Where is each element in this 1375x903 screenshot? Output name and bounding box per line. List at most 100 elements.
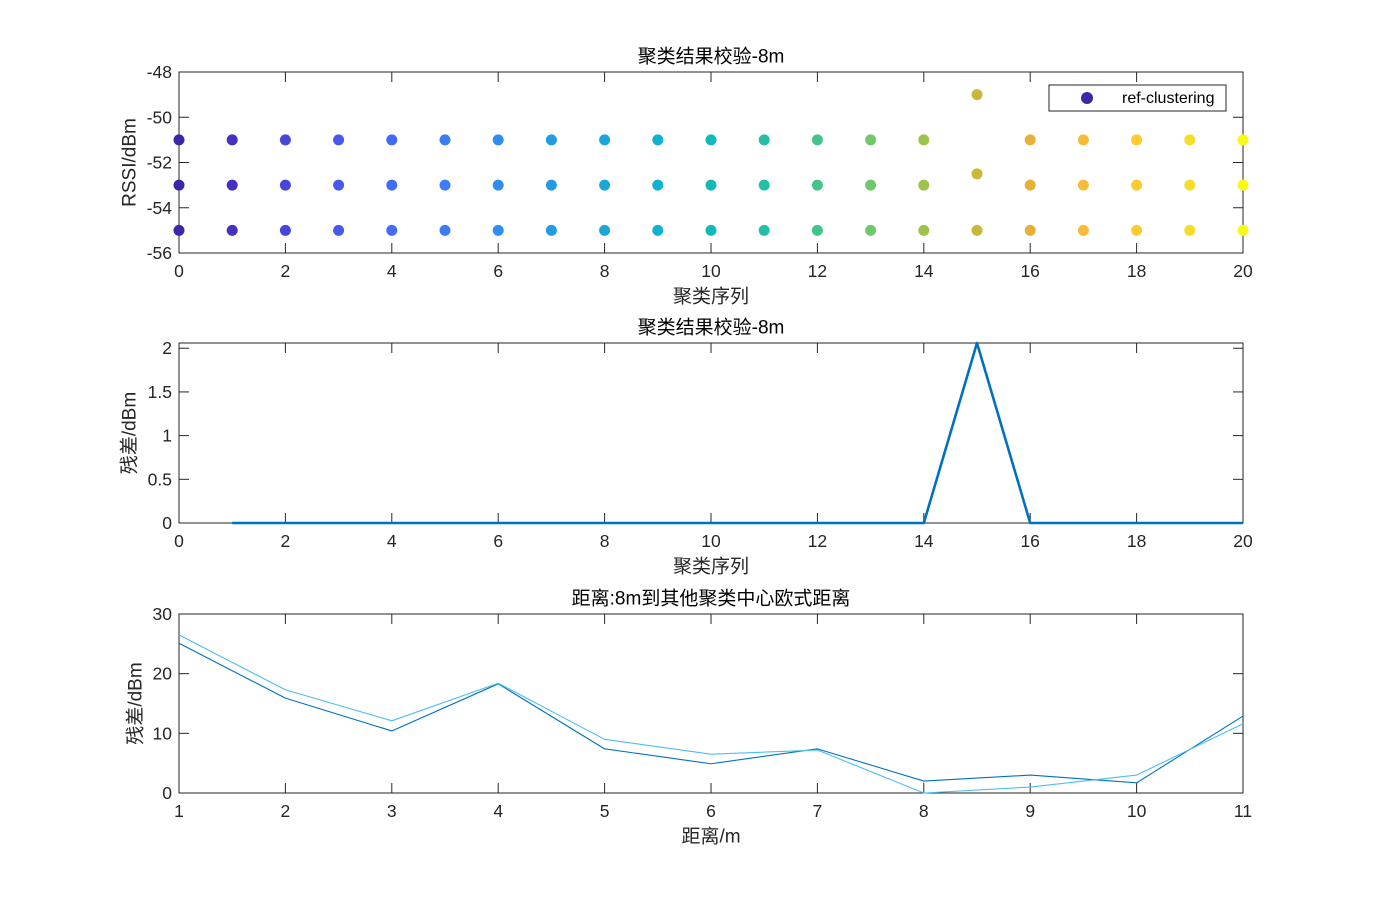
plot-area — [232, 341, 1243, 525]
x-tick-label: 8 — [600, 531, 610, 551]
legend: ref-clustering — [1048, 84, 1227, 112]
data-point — [226, 134, 238, 146]
data-point — [971, 89, 983, 101]
series-line-1 — [178, 642, 1244, 784]
data-point — [811, 179, 823, 191]
data-point — [705, 224, 717, 236]
data-point — [492, 134, 504, 146]
subplot-3: 1 2 3 4 5 6 7 8 9 10 11 0 10 20 30 距离:8m到其他聚类中心欧式距离距离/m… — [125, 588, 1253, 848]
y-tick-label: 2 — [162, 338, 172, 358]
x-tick-label: 8 — [919, 801, 929, 821]
data-point — [1077, 224, 1089, 236]
series-line-1 — [232, 341, 1243, 525]
axes-box — [178, 342, 1244, 524]
plot-area — [178, 634, 1244, 794]
y-tick-label: 1 — [162, 426, 172, 446]
data-point — [652, 134, 664, 146]
data-point — [226, 224, 238, 236]
y-tick-label: 0 — [162, 783, 172, 803]
x-tick-label: 10 — [701, 531, 721, 551]
data-point — [652, 179, 664, 191]
data-point — [492, 179, 504, 191]
data-point — [439, 179, 451, 191]
x-tick-label: 2 — [281, 801, 291, 821]
data-point — [1077, 134, 1089, 146]
data-point — [1024, 224, 1036, 236]
y-tick-label: -52 — [147, 153, 172, 173]
data-point — [1184, 179, 1196, 191]
data-point — [279, 134, 291, 146]
data-point — [386, 179, 398, 191]
data-point — [333, 179, 345, 191]
data-point — [439, 224, 451, 236]
data-point — [1237, 179, 1249, 191]
data-point — [811, 224, 823, 236]
subplot-1: 0 2 4 6 8 10 12 14 16 18 20 -56 -54 -52 -50 -48 聚类结果校验-8… — [120, 46, 1253, 308]
data-point — [1024, 134, 1036, 146]
data-point — [173, 224, 185, 236]
data-point — [1184, 224, 1196, 236]
y-tick-label: 0 — [162, 513, 172, 533]
x-tick-label: 6 — [493, 531, 503, 551]
x-tick-label: 10 — [1127, 801, 1147, 821]
y-axis-label: 残差/dBm — [119, 392, 141, 474]
data-point — [865, 179, 877, 191]
data-point — [865, 224, 877, 236]
x-tick-label: 0 — [174, 261, 184, 281]
plot-area — [173, 89, 1249, 236]
y-tick-label: 20 — [153, 664, 173, 684]
data-point — [918, 224, 930, 236]
y-tick-label: 30 — [153, 604, 173, 624]
data-point — [1131, 224, 1143, 236]
x-tick-label: 5 — [600, 801, 610, 821]
data-point — [758, 224, 770, 236]
data-point — [811, 134, 823, 146]
axes-box — [178, 613, 1244, 794]
data-point — [386, 134, 398, 146]
x-tick-label: 14 — [914, 531, 934, 551]
x-tick-label: 18 — [1127, 261, 1146, 281]
data-point — [333, 224, 345, 236]
data-point — [1237, 224, 1249, 236]
data-point — [173, 134, 185, 146]
data-point — [279, 179, 291, 191]
y-tick-label: -54 — [147, 198, 173, 218]
y-tick-label: 10 — [153, 723, 173, 743]
data-point — [279, 224, 291, 236]
data-point — [971, 168, 983, 180]
data-point — [705, 134, 717, 146]
data-point — [226, 179, 238, 191]
data-point — [971, 224, 983, 236]
data-point — [1237, 134, 1249, 146]
y-tick-label: 0.5 — [148, 469, 172, 489]
x-tick-label: 7 — [813, 801, 823, 821]
x-tick-label: 0 — [174, 531, 184, 551]
y-tick-label: 1.5 — [148, 382, 172, 402]
data-point — [1184, 134, 1196, 146]
data-point — [439, 134, 451, 146]
data-point — [865, 134, 877, 146]
data-point — [1024, 179, 1036, 191]
x-tick-label: 4 — [387, 531, 397, 551]
data-point — [1131, 179, 1143, 191]
x-axis-label: 聚类序列 — [673, 556, 749, 578]
x-tick-label: 10 — [701, 261, 721, 281]
data-point — [758, 134, 770, 146]
x-tick-label: 20 — [1233, 531, 1253, 551]
y-tick-label: -50 — [147, 107, 173, 127]
data-point — [545, 224, 557, 236]
y-axis-label: RSSI/dBm — [120, 118, 141, 207]
data-point — [599, 179, 611, 191]
x-tick-label: 12 — [808, 531, 827, 551]
data-point — [492, 224, 504, 236]
x-tick-label: 2 — [281, 531, 291, 551]
y-tick-label: -56 — [147, 243, 172, 263]
x-tick-label: 16 — [1020, 261, 1039, 281]
x-axis-label: 聚类序列 — [673, 286, 749, 308]
legend-marker — [1081, 92, 1093, 104]
y-tick-label: -48 — [147, 62, 172, 82]
x-tick-label: 4 — [493, 801, 503, 821]
x-tick-label: 6 — [493, 261, 503, 281]
x-tick-label: 16 — [1020, 531, 1039, 551]
